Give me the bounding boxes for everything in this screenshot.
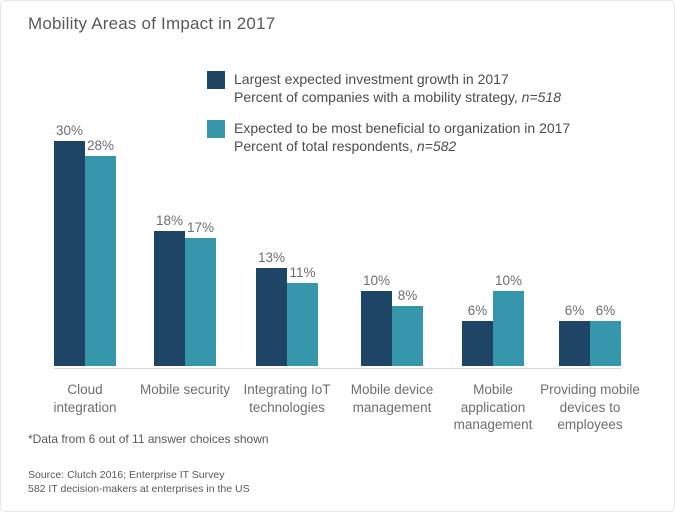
legend-label: Largest expected investment growth in 20… — [234, 71, 509, 87]
chart-title: Mobility Areas of Impact in 2017 — [28, 14, 276, 33]
bar-most-beneficial — [85, 156, 116, 366]
bar-column: 11% — [287, 265, 318, 366]
legend-text: Expected to be most beneficial to organi… — [234, 119, 570, 155]
source-line: 582 IT decision-makers at enterprises in… — [28, 483, 250, 495]
bar-column: 6% — [559, 303, 590, 366]
x-axis-label: Cloud integration — [53, 382, 117, 415]
bar-most-beneficial — [590, 321, 621, 366]
legend-sample-size: n=518 — [521, 89, 561, 105]
bar-column: 28% — [85, 138, 116, 366]
x-axis-baseline — [54, 368, 621, 369]
bar-value-label: 10% — [494, 273, 523, 288]
bar-value-label: 10% — [362, 273, 391, 288]
x-axis-label: Integrating IoT technologies — [243, 382, 331, 415]
x-axis-label: Mobile application management — [453, 382, 533, 432]
bar-column: 13% — [256, 250, 287, 366]
bar-investment-growth — [54, 141, 85, 366]
legend-sample-size: n=582 — [416, 138, 457, 154]
bar-column: 8% — [392, 288, 423, 366]
bar-group: 18% 17% — [154, 213, 216, 366]
legend: Largest expected investment growth in 20… — [207, 70, 570, 155]
bar-investment-growth — [154, 231, 185, 366]
bar-most-beneficial — [392, 306, 423, 366]
legend-sublabel-text: Percent of total respondents, — [234, 138, 417, 154]
bar-group: 6% 6% — [559, 303, 621, 366]
bar-most-beneficial — [287, 283, 318, 366]
bar-value-label: 6% — [564, 303, 585, 318]
bar-most-beneficial — [493, 291, 524, 366]
bar-group: 30% 28% — [54, 123, 116, 366]
bar-value-label: 8% — [397, 288, 418, 303]
legend-sublabel: Percent of total respondents, n=582 — [234, 137, 570, 155]
bar-investment-growth — [361, 291, 392, 366]
bar-value-label: 18% — [155, 213, 184, 228]
bar-group: 6% 10% — [462, 273, 524, 366]
bar-value-label: 28% — [86, 138, 115, 153]
bar-value-label: 6% — [595, 303, 616, 318]
bar-investment-growth — [256, 268, 287, 366]
legend-sublabel-text: Percent of companies with a mobility str… — [234, 89, 522, 105]
legend-item-most-beneficial: Expected to be most beneficial to organi… — [207, 119, 570, 155]
bar-column: 17% — [185, 220, 216, 366]
bar-value-label: 17% — [186, 220, 215, 235]
x-axis-label: Mobile device management — [350, 382, 434, 415]
bar-column: 30% — [54, 123, 85, 366]
footnote: *Data from 6 out of 11 answer choices sh… — [28, 432, 269, 446]
legend-text: Largest expected investment growth in 20… — [234, 70, 561, 106]
legend-swatch-teal — [207, 120, 225, 138]
legend-label: Expected to be most beneficial to organi… — [234, 120, 571, 136]
bar-most-beneficial — [185, 238, 216, 366]
x-axis-label: Mobile security — [139, 382, 231, 397]
source-line: Source: Clutch 2016; Enterprise IT Surve… — [28, 469, 225, 481]
bar-column: 10% — [493, 273, 524, 366]
bar-column: 6% — [462, 303, 493, 366]
bar-investment-growth — [559, 321, 590, 366]
bar-column: 10% — [361, 273, 392, 366]
bar-value-label: 13% — [257, 250, 286, 265]
source-note: Source: Clutch 2016; Enterprise IT Surve… — [28, 468, 250, 496]
bar-investment-growth — [462, 321, 493, 366]
bar-value-label: 30% — [55, 123, 84, 138]
bar-group: 10% 8% — [361, 273, 423, 366]
bar-value-label: 6% — [467, 303, 488, 318]
x-axis-label: Providing mobile devices to employees — [540, 382, 640, 432]
bar-column: 18% — [154, 213, 185, 366]
bar-group: 13% 11% — [256, 250, 318, 366]
legend-sublabel: Percent of companies with a mobility str… — [234, 88, 561, 106]
bar-column: 6% — [590, 303, 621, 366]
legend-swatch-navy — [207, 71, 225, 89]
legend-item-investment-growth: Largest expected investment growth in 20… — [207, 70, 570, 106]
bar-value-label: 11% — [289, 265, 316, 280]
